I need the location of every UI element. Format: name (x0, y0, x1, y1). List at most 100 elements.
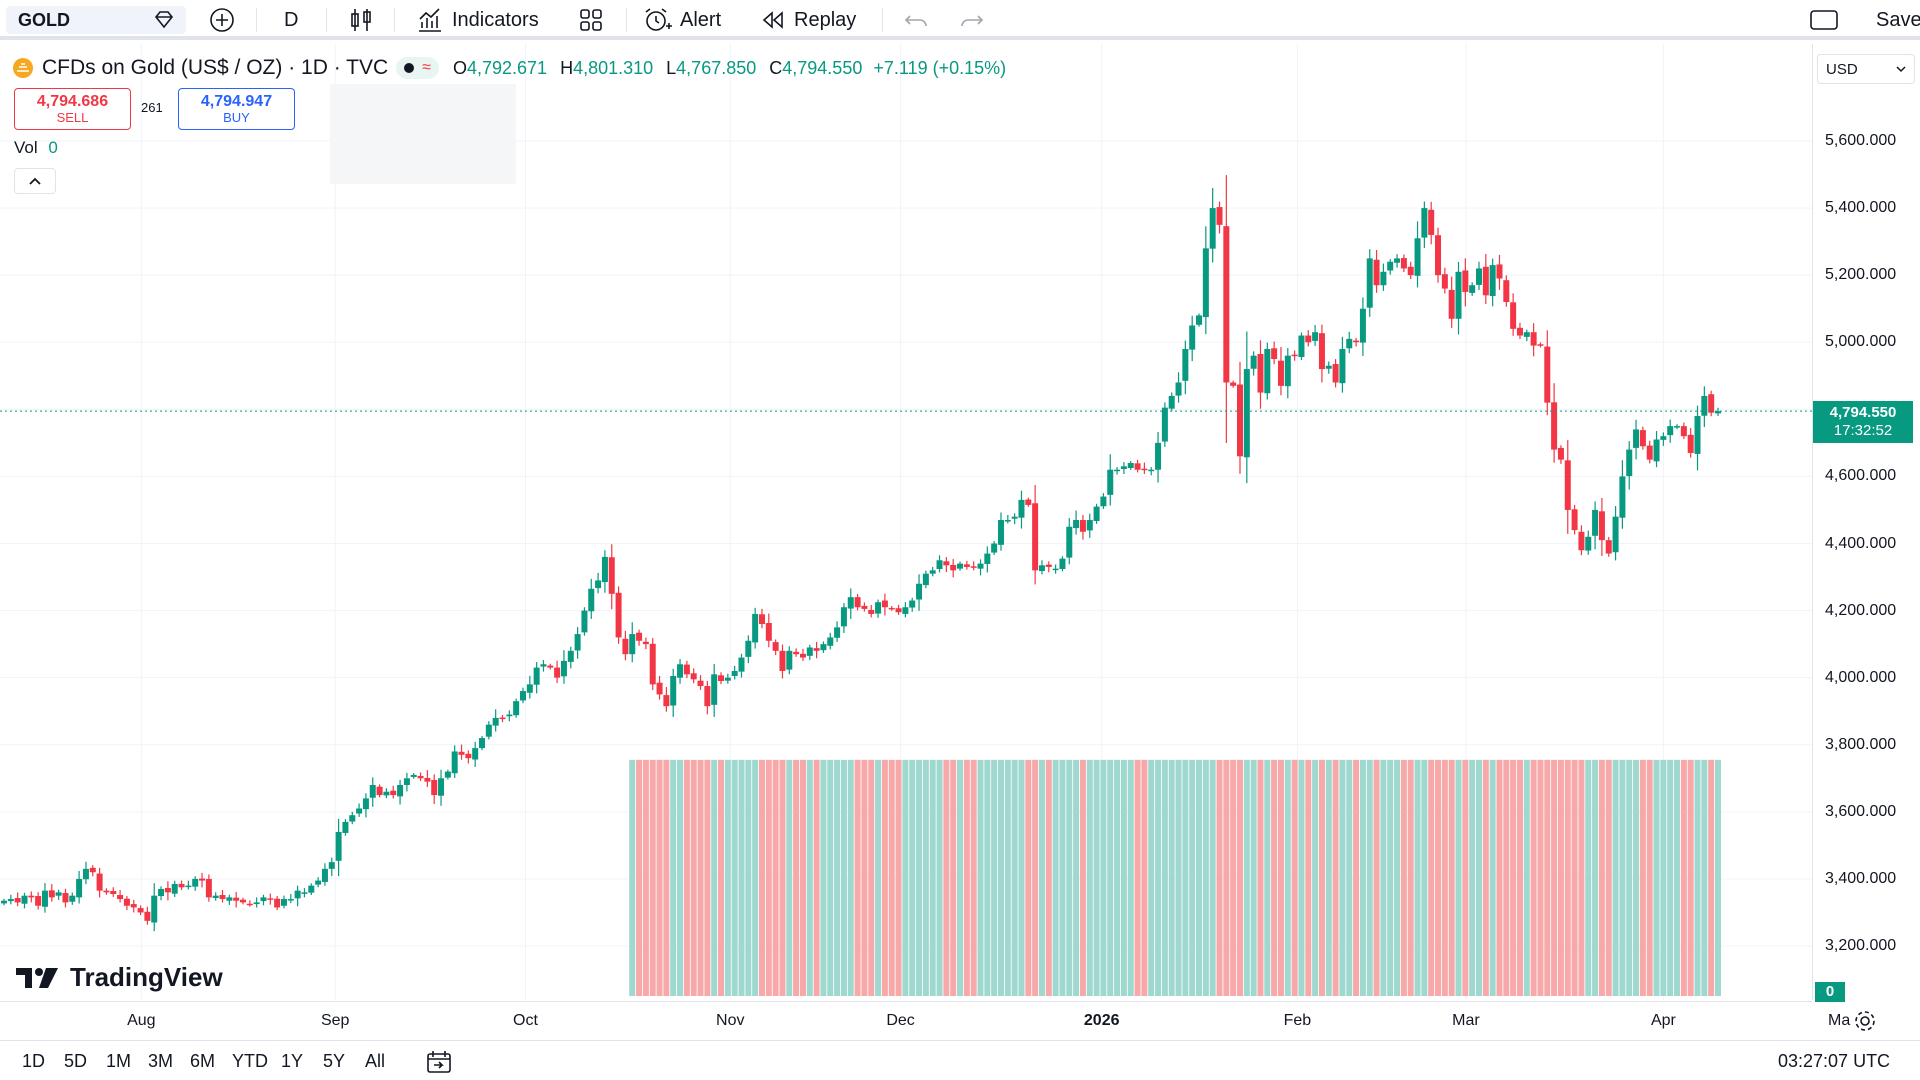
candle-body (738, 657, 745, 672)
chevron-down-icon (1896, 66, 1906, 73)
symbol-search[interactable]: GOLD (6, 6, 186, 34)
range-button-3m[interactable]: 3M (148, 1051, 174, 1071)
volume-bar (1701, 759, 1708, 996)
volume-bar (1674, 759, 1681, 996)
settings-gear-icon[interactable] (1852, 1008, 1878, 1034)
candle-body (465, 753, 472, 759)
add-symbol-button[interactable] (208, 6, 236, 34)
volume-bar (636, 759, 643, 996)
spread-value: 261 (141, 100, 163, 115)
fullscreen-button[interactable] (1808, 6, 1840, 34)
market-status-badge[interactable]: ≈ (396, 57, 439, 79)
candle-body (1475, 268, 1482, 285)
candle-body (540, 664, 547, 667)
currency-select[interactable]: USD (1817, 54, 1915, 84)
price-tick-label: 3,800.000 (1825, 735, 1897, 753)
sell-label: SELL (56, 109, 89, 125)
candle-body (588, 588, 595, 612)
time-tick-label: Sep (320, 1012, 350, 1029)
candle-body (335, 831, 342, 861)
volume-bar (1592, 759, 1599, 996)
candle-body (212, 895, 219, 899)
candle-body (1523, 332, 1530, 337)
price-tick-label: 4,000.000 (1825, 668, 1897, 686)
chart-legend: CFDs on Gold (US$ / OZ) · 1D · TVC ≈ O4,… (12, 52, 1006, 84)
candle-body (1175, 382, 1182, 396)
candle-body (1223, 226, 1230, 383)
candle-body (315, 880, 322, 885)
candle-body (840, 607, 847, 627)
range-button-6m[interactable]: 6M (190, 1051, 216, 1071)
volume-bar (1339, 759, 1346, 996)
diamond-icon[interactable] (152, 8, 176, 32)
range-button-ytd[interactable]: YTD (232, 1051, 268, 1071)
tradingview-logo[interactable]: TradingView (16, 962, 223, 993)
candle-body (1148, 469, 1155, 472)
candle-body (895, 608, 902, 613)
candle-body (533, 667, 540, 685)
candle-body (390, 790, 397, 796)
volume-bar (1510, 759, 1517, 996)
volume-bar (854, 759, 861, 996)
candle-body (1435, 235, 1442, 276)
price-axis[interactable]: USD 5,600.000 5,400.000 5,200.000 5,000.000… (1812, 44, 1920, 1002)
range-button-all[interactable]: All (365, 1051, 386, 1071)
sell-button[interactable]: 4,794.686 SELL (14, 88, 131, 130)
collapse-button[interactable] (14, 168, 56, 194)
interval-button[interactable]: D (284, 6, 298, 34)
highlight-rect (330, 84, 516, 184)
candle-body (875, 602, 882, 614)
candle-body (827, 637, 834, 646)
volume-bar (772, 759, 779, 996)
utc-clock[interactable]: 03:27:07 UTC (1778, 1051, 1891, 1071)
volume-bar (1373, 759, 1380, 996)
alert-button[interactable]: Alert (642, 6, 721, 34)
layouts-button[interactable] (578, 6, 604, 34)
candle-body (526, 684, 533, 693)
candle-body (1100, 496, 1107, 507)
candle-body (499, 717, 506, 720)
volume-bar (916, 759, 923, 996)
replay-button[interactable]: Replay (760, 6, 856, 34)
goto-date-button[interactable] (424, 1049, 454, 1080)
range-button-5y[interactable]: 5Y (323, 1051, 346, 1071)
time-axis[interactable]: Aug Sep Oct Nov Dec 2026 Feb Mar Apr Ma (0, 1001, 1875, 1037)
candle-body (1312, 332, 1319, 341)
candle-body (806, 647, 813, 656)
candle-body (711, 674, 718, 705)
volume-legend[interactable]: Vol 0 (14, 138, 58, 158)
price-chart[interactable] (0, 44, 1812, 1000)
buy-label: BUY (223, 109, 250, 125)
save-button[interactable]: Save (1876, 6, 1920, 34)
toolbar-divider (256, 8, 257, 32)
redo-button[interactable] (958, 6, 986, 34)
volume-bar (745, 759, 752, 996)
candle-body (1414, 238, 1421, 276)
range-button-5d[interactable]: 5D (64, 1051, 88, 1071)
buy-button[interactable]: 4,794.947 BUY (178, 88, 295, 130)
undo-button[interactable] (902, 6, 930, 34)
countdown-value: 17:32:52 (1833, 422, 1893, 440)
indicators-button[interactable]: Indicators (416, 6, 539, 34)
vol-value: 0 (48, 138, 58, 157)
volume-bar (1660, 759, 1667, 996)
candle-body (1387, 261, 1394, 271)
candle-body (1564, 460, 1571, 510)
candle-body (847, 597, 854, 609)
candle-body (581, 610, 588, 633)
candle-body (1325, 365, 1332, 369)
volume-bar (1243, 759, 1250, 996)
candle-body (1011, 516, 1018, 519)
volume-bar (765, 759, 772, 996)
range-button-1m[interactable]: 1M (106, 1051, 132, 1071)
range-button-1d[interactable]: 1D (22, 1051, 46, 1071)
candle-body (881, 600, 888, 608)
candle-body (48, 890, 55, 898)
symbol-title[interactable]: CFDs on Gold (US$ / OZ) · 1D · TVC (42, 56, 389, 79)
range-button-1y[interactable]: 1Y (281, 1051, 304, 1071)
candle-body (1639, 430, 1646, 447)
volume-bar (957, 759, 964, 996)
volume-bar (663, 759, 670, 996)
price-tick-label: 3,200.000 (1825, 937, 1897, 954)
chart-type-button[interactable] (348, 6, 374, 34)
